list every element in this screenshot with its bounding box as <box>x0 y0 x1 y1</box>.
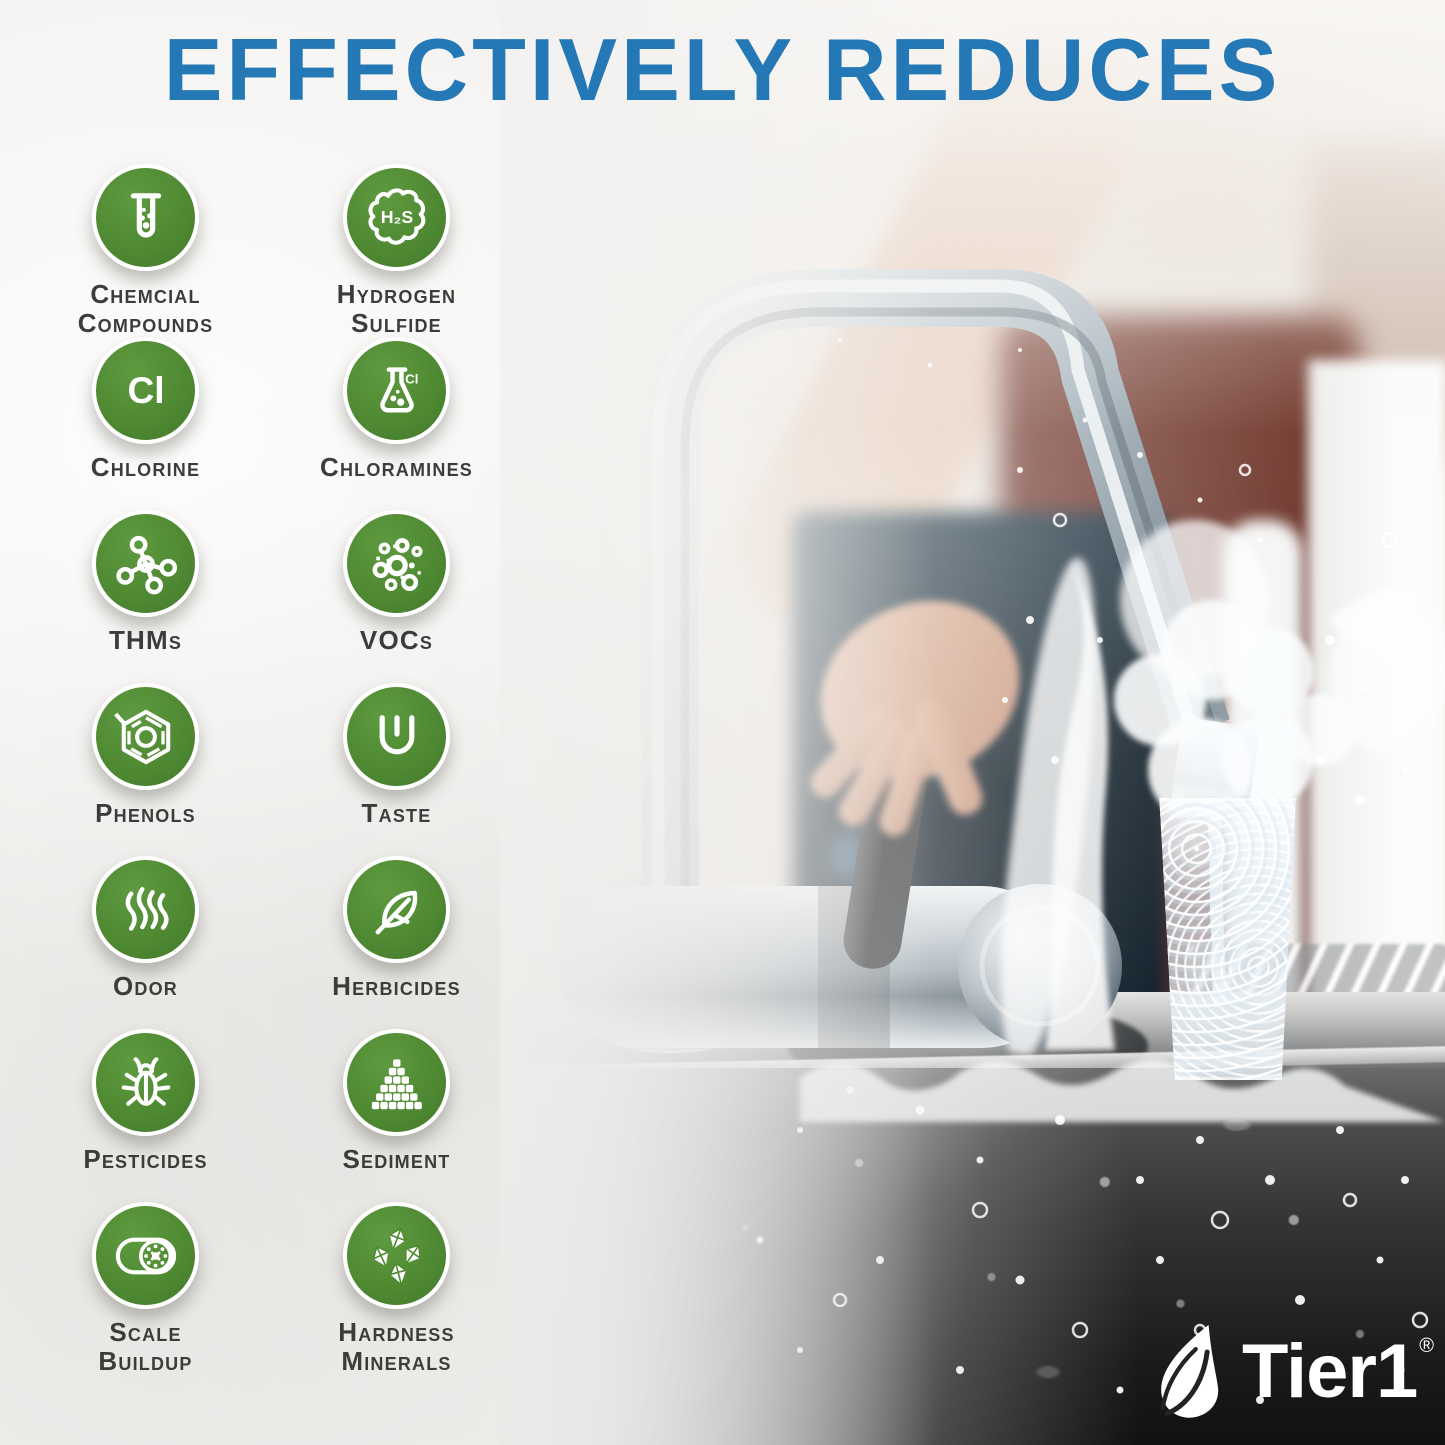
contaminant-item: Sediment <box>271 1029 522 1202</box>
svg-text:Cl: Cl <box>405 371 418 386</box>
contaminant-label: Herbicides <box>332 971 461 1001</box>
h2s-cloud-icon: H₂S <box>343 164 450 271</box>
contaminant-label: THMs <box>108 625 183 655</box>
svg-text:H₂S: H₂S <box>380 207 413 227</box>
contaminant-label: Sediment <box>342 1144 451 1174</box>
brand-name: Tier1 <box>1242 1329 1418 1414</box>
contaminant-item: VOCs <box>271 510 522 683</box>
contaminant-label: Scale Buildup <box>98 1317 193 1376</box>
page-title: EFFECTIVELY REDUCES <box>163 20 1282 119</box>
contaminant-item: Taste <box>271 683 522 856</box>
contaminant-item: THMs <box>20 510 271 683</box>
contaminant-label: Phenols <box>95 798 196 828</box>
contaminant-label: Pesticides <box>83 1144 208 1174</box>
mineral-crystals-icon <box>343 1202 450 1309</box>
contaminant-item: Herbicides <box>271 856 522 1029</box>
bubbles-icon <box>343 510 450 617</box>
leaf-icon <box>343 856 450 963</box>
contaminant-label: Chemcial Compounds <box>77 279 214 338</box>
odor-waves-icon <box>92 856 199 963</box>
contaminant-label: Hardness Minerals <box>338 1317 455 1376</box>
contaminant-label: Chloramines <box>320 452 473 482</box>
faucet-illustration <box>558 269 1445 1404</box>
molecule-icon <box>92 510 199 617</box>
pipe-scale-icon <box>92 1202 199 1309</box>
contaminant-item: H₂S Hydrogen Sulfide <box>271 164 522 337</box>
contaminant-label: Taste <box>361 798 432 828</box>
contaminant-grid: Chemcial Compounds H₂S Hydrogen Sulfide … <box>20 164 522 1375</box>
tier1-logo: Tier1 ® <box>1140 1312 1440 1432</box>
svg-text:Cl: Cl <box>127 369 164 410</box>
splash-cloud <box>1120 520 1270 680</box>
contaminant-item: Phenols <box>20 683 271 856</box>
contaminant-label: Hydrogen Sulfide <box>336 279 457 338</box>
chlorine-symbol-icon: Cl <box>92 337 199 444</box>
contaminant-item: Cl Chloramines <box>271 337 522 510</box>
contaminant-item: Odor <box>20 856 271 1029</box>
flask-icon: Cl <box>343 337 450 444</box>
bug-icon <box>92 1029 199 1136</box>
tier1-flame-icon <box>1160 1324 1219 1418</box>
water-glass <box>1159 798 1296 1080</box>
tongue-icon <box>343 683 450 790</box>
contaminant-item: Pesticides <box>20 1029 271 1202</box>
contaminant-label: Chlorine <box>90 452 201 482</box>
faucet-photo: Tier1 ® <box>500 0 1445 1445</box>
contaminant-item: Scale Buildup <box>20 1202 271 1375</box>
splash-cloud <box>1330 600 1445 750</box>
contaminant-item: Hardness Minerals <box>271 1202 522 1375</box>
benzene-ring-icon <box>92 683 199 790</box>
contaminant-label: Odor <box>112 971 179 1001</box>
contaminant-label: VOCs <box>359 625 434 655</box>
registered-mark: ® <box>1419 1335 1434 1357</box>
test-tube-icon <box>92 164 199 271</box>
sediment-pyramid-icon <box>343 1029 450 1136</box>
contaminant-item: Cl Chlorine <box>20 337 271 510</box>
contaminant-item: Chemcial Compounds <box>20 164 271 337</box>
